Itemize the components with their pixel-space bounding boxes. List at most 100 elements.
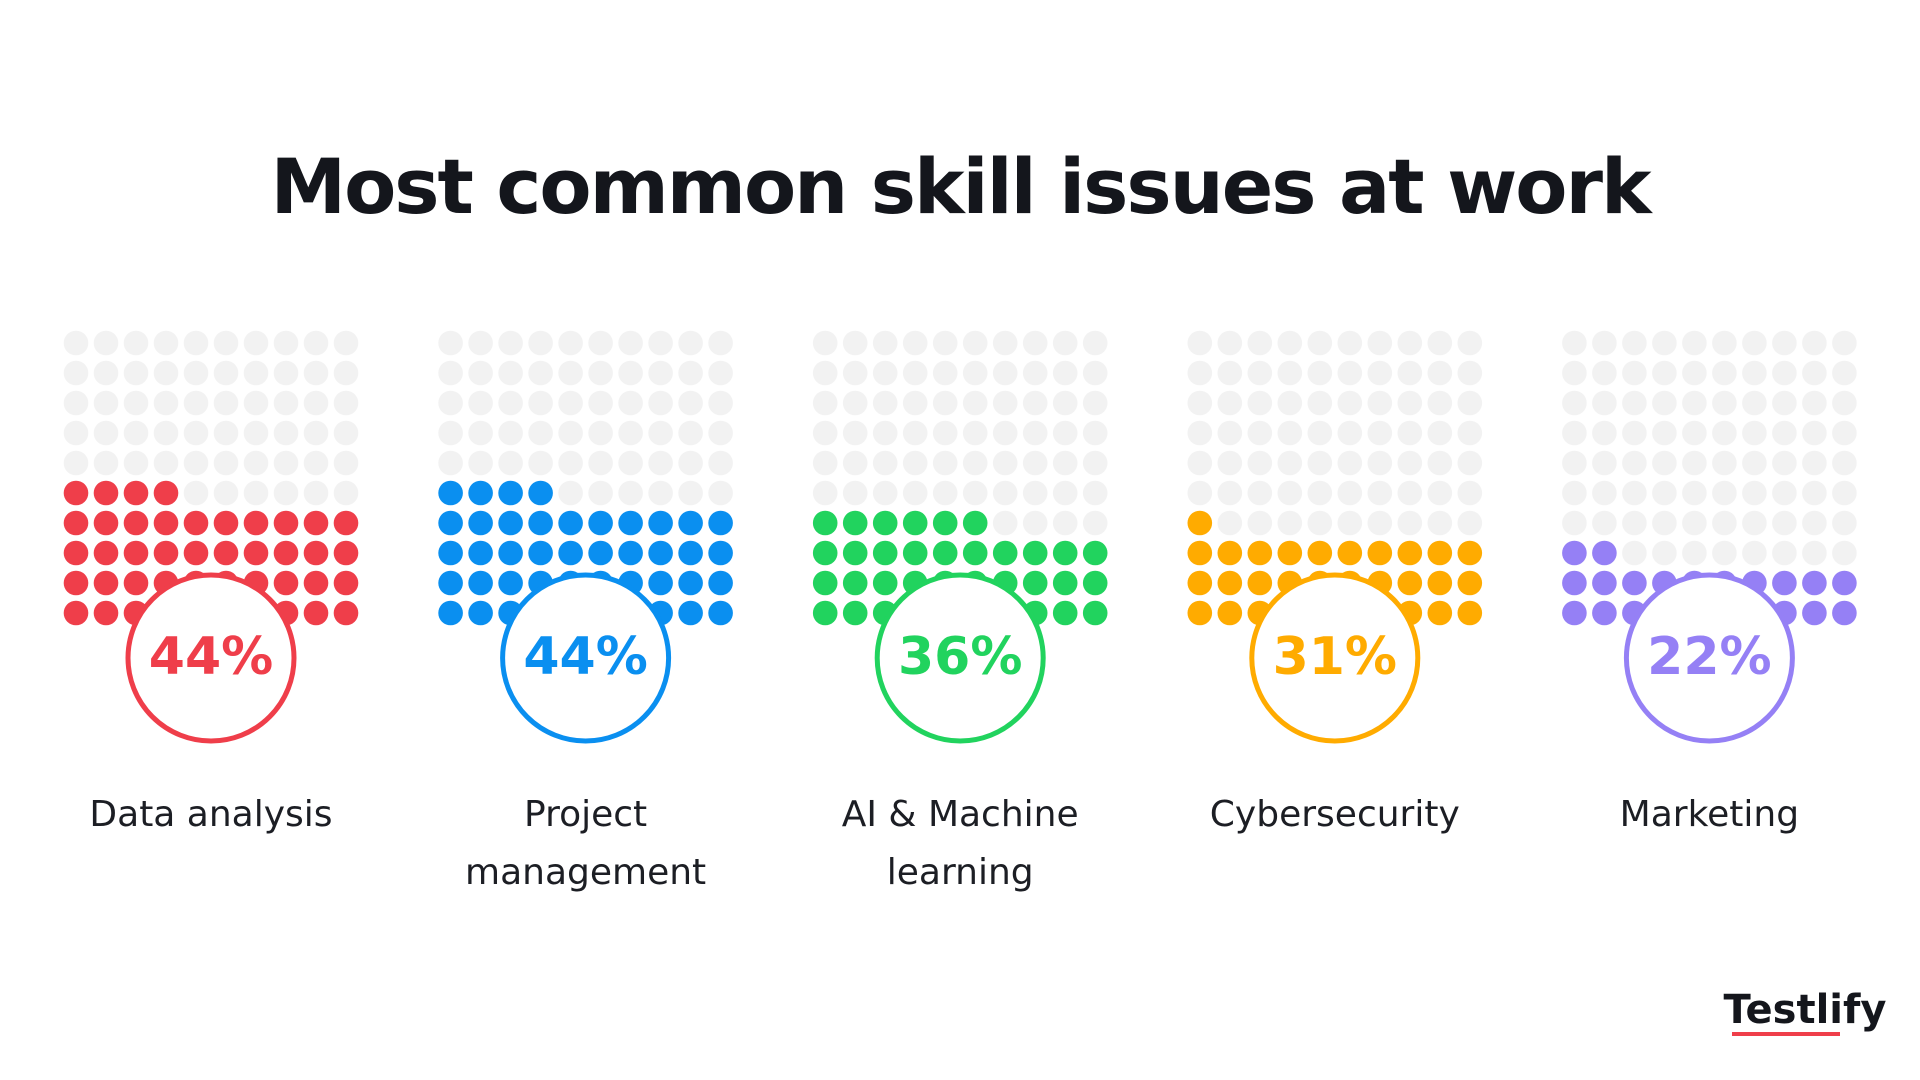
waffle-dot-empty	[1367, 330, 1393, 356]
waffle-dot-empty	[1082, 510, 1108, 536]
waffle-dot-filled	[1367, 540, 1393, 566]
waffle-dot-filled	[648, 540, 673, 566]
waffle-dot-empty	[498, 420, 523, 446]
waffle-dot-empty	[1187, 360, 1213, 386]
waffle-dot-empty	[1682, 420, 1707, 446]
value-label: 36%	[898, 627, 1022, 687]
waffle-dot-filled	[528, 510, 553, 536]
waffle-dot-empty	[932, 360, 958, 386]
waffle-dot-empty	[1277, 450, 1303, 476]
waffle-dot-empty	[273, 420, 299, 446]
waffle-dot-filled	[243, 540, 269, 566]
waffle-dot-empty	[1247, 360, 1273, 386]
waffle-dot-empty	[123, 420, 149, 446]
waffle-dot-empty	[213, 390, 239, 416]
waffle-dot-filled	[1277, 540, 1303, 566]
waffle-dot-empty	[438, 330, 463, 356]
waffle-dot-empty	[63, 330, 89, 356]
waffle-dot-empty	[1832, 540, 1857, 566]
waffle-dot-empty	[1802, 360, 1827, 386]
waffle-dot-empty	[528, 330, 553, 356]
waffle-dot-empty	[1652, 360, 1677, 386]
waffle-dot-filled	[1187, 600, 1213, 626]
waffle-dot-filled	[812, 540, 838, 566]
waffle-dot-empty	[1277, 510, 1303, 536]
waffle-dot-empty	[1592, 450, 1617, 476]
waffle-dot-empty	[812, 360, 838, 386]
waffle-dot-empty	[1427, 330, 1453, 356]
waffle-dot-empty	[333, 360, 359, 386]
waffle-dot-empty	[1712, 330, 1737, 356]
waffle-dot-filled	[1592, 600, 1617, 626]
waffle-dot-empty	[1712, 450, 1737, 476]
waffle-dot-empty	[1307, 510, 1333, 536]
waffle-dot-empty	[962, 330, 988, 356]
waffle-dot-empty	[902, 360, 928, 386]
waffle-dot-empty	[902, 480, 928, 506]
waffle-dot-empty	[1397, 450, 1423, 476]
waffle-dot-empty	[1562, 510, 1587, 536]
waffle-dot-empty	[872, 360, 898, 386]
waffle-dot-empty	[1682, 480, 1707, 506]
waffle-dot-filled	[1337, 540, 1363, 566]
waffle-dot-empty	[678, 480, 703, 506]
waffle-dot-empty	[842, 360, 868, 386]
waffle-dot-empty	[1187, 480, 1213, 506]
waffle-dot-empty	[1622, 330, 1647, 356]
waffle-dot-empty	[1772, 330, 1797, 356]
waffle-dot-filled	[812, 510, 838, 536]
waffle-dot-filled	[678, 510, 703, 536]
waffle-dot-filled	[153, 510, 179, 536]
waffle-dot-empty	[872, 390, 898, 416]
waffle-dot-filled	[303, 510, 329, 536]
waffle-dot-empty	[303, 420, 329, 446]
waffle-dot-empty	[93, 330, 119, 356]
waffle-dot-empty	[932, 480, 958, 506]
waffle-dot-empty	[1052, 360, 1078, 386]
waffle-dot-empty	[1277, 330, 1303, 356]
waffle-dot-empty	[708, 420, 733, 446]
waffle-dot-empty	[1397, 480, 1423, 506]
value-badge	[874, 572, 1046, 744]
waffle-dot-empty	[1562, 480, 1587, 506]
waffle-dot-empty	[1457, 420, 1483, 446]
waffle-dot-filled	[648, 570, 673, 596]
waffle-dot-filled	[303, 540, 329, 566]
waffle-dot-empty	[812, 450, 838, 476]
waffle-dot-filled	[1082, 540, 1108, 566]
waffle-dot-empty	[1682, 510, 1707, 536]
waffle-dot-empty	[438, 390, 463, 416]
waffle-dot-empty	[1397, 390, 1423, 416]
waffle-dot-empty	[1187, 330, 1213, 356]
waffle	[1562, 330, 1857, 626]
waffle-dot-filled	[708, 570, 733, 596]
waffle-dot-empty	[1457, 330, 1483, 356]
waffle-dot-filled	[1187, 570, 1213, 596]
waffle-dot-filled	[1022, 540, 1048, 566]
waffle-dot-empty	[678, 330, 703, 356]
waffle-dot-empty	[213, 480, 239, 506]
waffle-dot-filled	[1457, 570, 1483, 596]
waffle-dot-empty	[528, 450, 553, 476]
waffle-dot-empty	[1622, 450, 1647, 476]
waffle-dot-filled	[123, 510, 149, 536]
waffle-dot-filled	[932, 510, 958, 536]
waffle-dot-filled	[498, 480, 523, 506]
waffle-dot-empty	[588, 360, 613, 386]
waffle-dot-empty	[1277, 360, 1303, 386]
waffle-dot-empty	[183, 390, 209, 416]
value-label: 44%	[523, 627, 647, 687]
waffle-dot-empty	[678, 420, 703, 446]
waffle-dot-empty	[992, 510, 1018, 536]
waffle-dot-filled	[1397, 540, 1423, 566]
waffle-dot-empty	[303, 360, 329, 386]
waffle-dot-empty	[1217, 360, 1243, 386]
waffle-dot-filled	[1562, 600, 1587, 626]
waffle-dot-empty	[333, 330, 359, 356]
waffle-dot-filled	[468, 540, 493, 566]
waffle-dot-empty	[1247, 330, 1273, 356]
waffle-dot-empty	[992, 450, 1018, 476]
waffle-dot-empty	[528, 420, 553, 446]
waffle-dot-filled	[213, 510, 239, 536]
waffle-dot-empty	[213, 360, 239, 386]
